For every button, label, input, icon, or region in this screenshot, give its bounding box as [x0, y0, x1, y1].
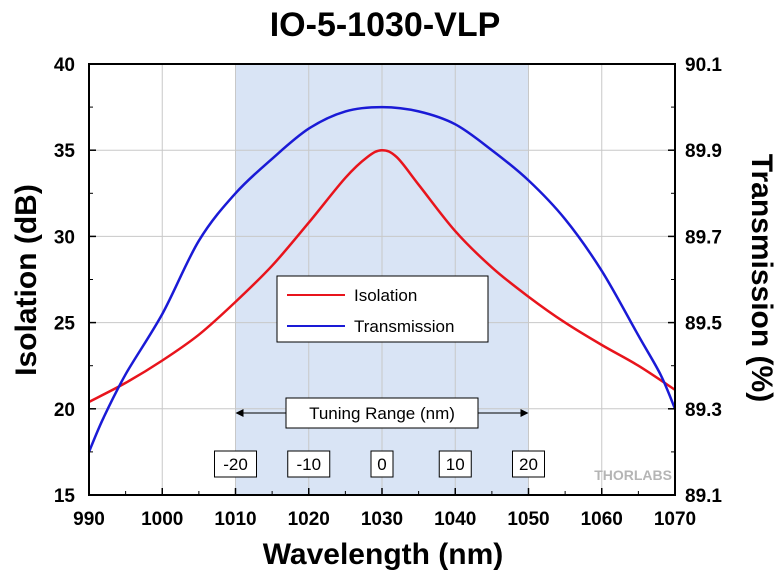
thorlabs-watermark: THORLABS [594, 467, 672, 483]
y-tick-label: 20 [54, 400, 75, 421]
legend-label-isolation: Isolation [354, 286, 417, 305]
tuning-offset-label: 20 [519, 455, 538, 474]
tuning-offset-label: 10 [446, 455, 465, 474]
x-tick-label: 1020 [288, 509, 330, 530]
x-tick-label: 1040 [434, 509, 476, 530]
y2-tick-label: 89.3 [685, 400, 722, 421]
x-tick-label: 1070 [654, 509, 696, 530]
x-tick-label: 1000 [141, 509, 183, 530]
tuning-offset-box [287, 450, 331, 478]
y-tick-label: 30 [54, 227, 75, 248]
left-y-axis-title: Isolation (dB) [10, 184, 43, 376]
tuning-offset-label: -20 [223, 455, 248, 474]
chart-title: IO-5-1030-VLP [270, 6, 501, 44]
tuning-offset-box [214, 450, 257, 478]
tuning-range-label: Tuning Range (nm) [309, 404, 455, 423]
x-tick-label: 1060 [581, 509, 623, 530]
series-line-isolation [88, 148, 676, 404]
tuning-offset-box [438, 450, 472, 478]
x-axis-title: Wavelength (nm) [263, 538, 504, 571]
y2-tick-label: 90.1 [685, 55, 722, 76]
legend: Isolation Transmission [276, 275, 489, 343]
y-tick-label: 35 [54, 141, 76, 162]
tick-layer: 990 1000 1010 1020 1030 1040 1050 1060 107015202… [54, 55, 723, 530]
y2-tick-label: 89.5 [685, 314, 722, 335]
legend-label-transmission: Transmission [354, 317, 454, 336]
y2-tick-label: 89.7 [685, 227, 722, 248]
tuning-range-label-box [285, 397, 479, 429]
tuning-offset-label: 0 [377, 455, 386, 474]
x-tick-label: 1030 [361, 509, 403, 530]
series-line-transmission [87, 105, 677, 453]
tuning-range-annotation: Tuning Range (nm) -20 -10 0 10 20 [214, 397, 545, 478]
y2-tick-label: 89.1 [685, 486, 722, 507]
y2-tick-label: 89.9 [685, 141, 722, 162]
arrow-head-right [520, 409, 529, 417]
tuning-offset-box [370, 450, 394, 478]
series-layer [87, 105, 677, 453]
arrow-head-left [235, 409, 244, 417]
x-tick-label: 1050 [507, 509, 549, 530]
y-tick-label: 25 [54, 314, 76, 335]
y-tick-label: 15 [54, 486, 76, 507]
x-tick-label: 1010 [214, 509, 256, 530]
y-tick-label: 40 [54, 55, 75, 76]
right-y-axis-title: Transmission (%) [745, 154, 778, 402]
tuning-offset-box [512, 450, 545, 478]
tuning-offset-label: -10 [296, 455, 321, 474]
x-tick-label: 990 [73, 509, 105, 530]
legend-box [276, 275, 489, 343]
